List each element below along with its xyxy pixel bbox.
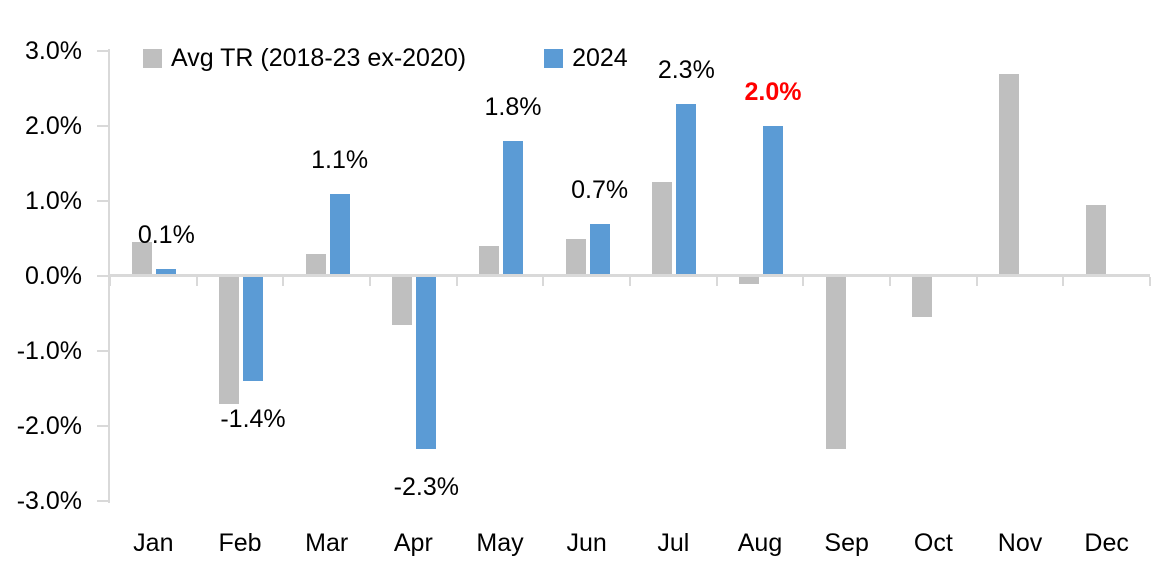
y-axis-tick-label: -2.0% xyxy=(16,412,82,440)
legend-label-avg: Avg TR (2018-23 ex-2020) xyxy=(171,44,467,72)
month-label-mar: Mar xyxy=(305,529,349,557)
y-axis-tick xyxy=(97,125,110,127)
x-axis-line xyxy=(110,274,1150,277)
x-axis-tick xyxy=(629,277,631,286)
month-label-jun: Jun xyxy=(566,529,607,557)
month-label-may: May xyxy=(476,529,524,557)
x-axis-tick xyxy=(802,277,805,286)
legend: Avg TR (2018-23 ex-2020) 2024 xyxy=(143,44,628,73)
bar-jun-2024 xyxy=(589,223,610,276)
data-label-jul: 2.3% xyxy=(657,55,715,84)
y-axis-tick xyxy=(97,200,110,202)
bar-apr-avg xyxy=(392,276,413,325)
bar-aug-2024 xyxy=(763,126,783,276)
x-axis-tick xyxy=(715,277,718,286)
bar-nov-avg xyxy=(999,73,1019,276)
bar-dec-avg xyxy=(1085,204,1106,276)
y-axis-tick xyxy=(97,275,110,277)
x-axis-tick xyxy=(369,277,371,286)
y-axis-tick xyxy=(97,425,110,427)
data-label-mar: 1.1% xyxy=(311,145,369,174)
bar-jul-avg xyxy=(652,182,673,276)
x-axis-tick xyxy=(889,277,891,286)
bar-may-avg xyxy=(479,246,499,276)
data-label-aug: 2.0% xyxy=(744,78,802,106)
month-label-aug: Aug xyxy=(737,529,783,557)
x-axis-tick xyxy=(1149,277,1151,286)
bar-mar-avg xyxy=(305,253,326,276)
month-label-jul: Jul xyxy=(657,529,690,557)
legend-label-2024: 2024 xyxy=(572,44,628,72)
legend-swatch-2024-icon xyxy=(544,49,564,68)
x-axis-tick xyxy=(975,277,978,286)
x-axis-tick xyxy=(282,277,285,286)
bar-feb-avg xyxy=(219,276,239,404)
bar-jun-avg xyxy=(565,238,586,276)
bar-mar-2024 xyxy=(329,193,350,276)
y-axis-tick-label: 3.0% xyxy=(25,37,82,65)
y-axis-tick xyxy=(97,500,110,502)
data-label-feb: -1.4% xyxy=(220,405,286,433)
y-axis-tick xyxy=(97,50,110,52)
month-label-feb: Feb xyxy=(218,529,262,557)
legend-swatch-avg-icon xyxy=(143,49,162,68)
y-axis-tick-label: 2.0% xyxy=(25,112,82,140)
bar-feb-2024 xyxy=(243,276,263,381)
bar-jan-avg xyxy=(132,242,153,276)
data-label-may: 1.8% xyxy=(484,93,542,121)
month-label-oct: Oct xyxy=(913,529,953,557)
legend-item-avg: Avg TR (2018-23 ex-2020) xyxy=(143,44,466,73)
x-axis-tick xyxy=(1062,277,1065,286)
data-label-apr: -2.3% xyxy=(393,472,459,501)
x-axis-tick xyxy=(195,277,198,286)
bar-apr-2024 xyxy=(416,276,437,449)
x-axis-tick xyxy=(455,277,458,286)
y-axis-tick-label: -3.0% xyxy=(16,487,82,515)
bar-oct-avg xyxy=(912,276,933,318)
data-label-jan: 0.1% xyxy=(137,220,195,249)
legend-item-2024: 2024 xyxy=(544,44,628,73)
y-axis-tick-label: -1.0% xyxy=(16,337,82,365)
month-label-jan: Jan xyxy=(133,529,174,557)
bar-jul-2024 xyxy=(676,103,697,276)
data-label-jun: 0.7% xyxy=(571,175,629,204)
y-axis-tick-label: 0.0% xyxy=(25,262,82,290)
x-axis-tick xyxy=(109,277,111,286)
month-label-sep: Sep xyxy=(824,529,869,557)
y-axis-line xyxy=(108,49,110,503)
x-axis-tick xyxy=(542,277,545,286)
bar-jan-2024 xyxy=(156,268,177,276)
y-axis-tick xyxy=(97,350,110,352)
month-label-dec: Dec xyxy=(1084,529,1129,557)
bar-sep-avg xyxy=(825,276,846,449)
y-axis-tick-label: 1.0% xyxy=(25,187,82,215)
bar-aug-avg xyxy=(739,276,759,284)
bar-may-2024 xyxy=(503,141,523,276)
month-label-apr: Apr xyxy=(393,529,433,557)
month-label-nov: Nov xyxy=(997,529,1043,557)
